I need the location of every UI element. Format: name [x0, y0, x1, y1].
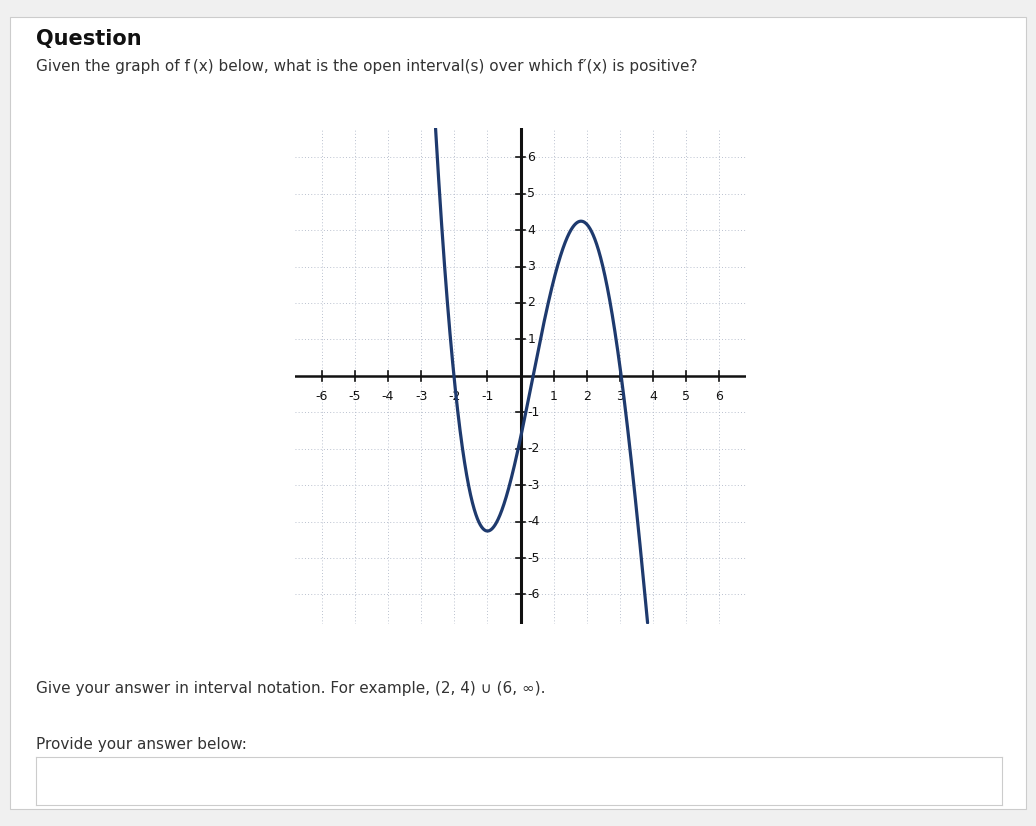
Text: -6: -6: [527, 588, 540, 601]
Text: 5: 5: [683, 390, 690, 403]
Text: 3: 3: [527, 260, 535, 273]
Text: -4: -4: [382, 390, 395, 403]
Text: Give your answer in interval notation. For example, (2, 4) ∪ (6, ∞).: Give your answer in interval notation. F…: [36, 681, 546, 696]
Text: 2: 2: [527, 297, 535, 310]
Text: 1: 1: [527, 333, 535, 346]
Text: 5: 5: [527, 188, 536, 200]
Text: -5: -5: [349, 390, 362, 403]
Text: -2: -2: [449, 390, 461, 403]
Text: -5: -5: [527, 552, 540, 564]
Text: -1: -1: [527, 406, 540, 419]
Text: -2: -2: [527, 442, 540, 455]
Text: 3: 3: [616, 390, 624, 403]
Text: 6: 6: [716, 390, 723, 403]
Text: Given the graph of f (x) below, what is the open interval(s) over which f′(x) is: Given the graph of f (x) below, what is …: [36, 59, 698, 74]
Text: -3: -3: [415, 390, 428, 403]
Text: 6: 6: [527, 150, 535, 164]
Text: 1: 1: [550, 390, 557, 403]
Text: -1: -1: [482, 390, 493, 403]
Text: -3: -3: [527, 478, 540, 491]
Text: Provide your answer below:: Provide your answer below:: [36, 737, 248, 752]
Text: 4: 4: [650, 390, 657, 403]
Text: -4: -4: [527, 515, 540, 528]
Text: -6: -6: [316, 390, 328, 403]
Text: Question: Question: [36, 29, 142, 49]
Text: 2: 2: [583, 390, 591, 403]
Text: 4: 4: [527, 224, 535, 236]
